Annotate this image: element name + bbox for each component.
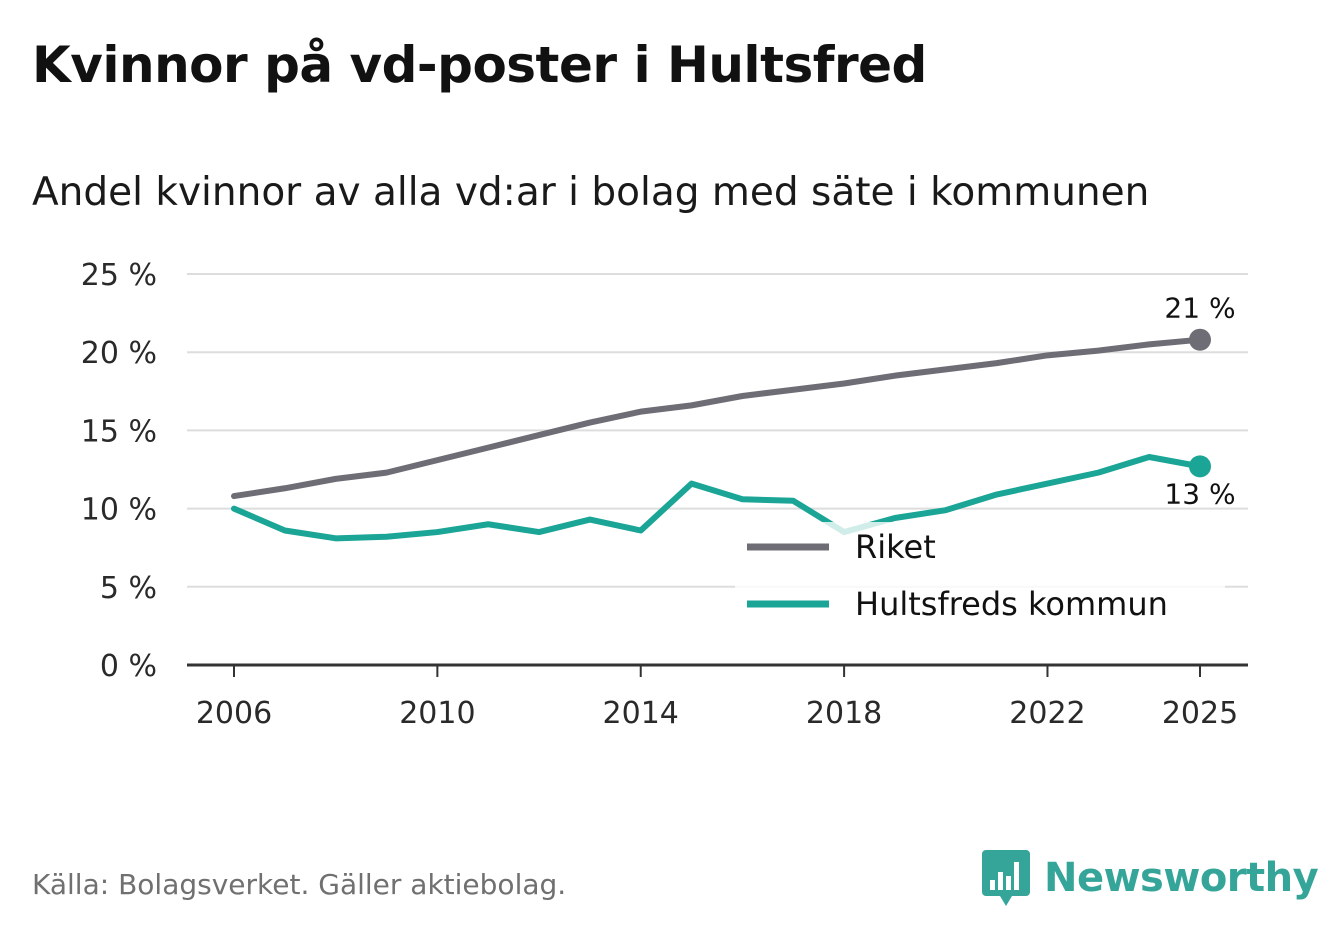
x-tick-label: 2025 [1162, 696, 1238, 731]
series-end-point [1189, 328, 1211, 351]
legend-label: Hultsfreds kommun [855, 585, 1168, 623]
bar-chart-badge-icon [982, 850, 1030, 906]
series-lines [231, 336, 1203, 542]
chart-title: Kvinnor på vd-poster i Hultsfred [32, 36, 927, 94]
x-tick-label: 2010 [399, 696, 475, 731]
legend-label: Riket [855, 528, 936, 566]
x-tick-label: 2018 [806, 696, 882, 731]
series-line-1 [231, 453, 1203, 542]
chart-subtitle: Andel kvinnor av alla vd:ar i bolag med … [32, 170, 1150, 215]
x-axis: 2006 2010 2014 2018 2022 2025 [187, 663, 1248, 731]
brand-name: Newsworthy [1044, 855, 1319, 901]
x-tick-label: 2022 [1009, 696, 1085, 731]
legend: Riket Hultsfreds kommun [735, 522, 1225, 632]
x-tick-label: 2014 [603, 696, 679, 731]
legend-background [735, 522, 1225, 632]
x-tick-label: 2006 [196, 696, 272, 731]
y-tick-label: 5 % [100, 571, 157, 606]
series-line-0 [231, 336, 1203, 500]
y-tick-label: 10 % [81, 493, 157, 528]
end-markers: 21 % 13 % [1161, 289, 1238, 514]
series-end-label: 21 % [1164, 292, 1235, 325]
y-tick-label: 15 % [81, 414, 157, 449]
y-axis-tick-labels: 0 % 5 % 10 % 15 % 20 % 25 % [81, 258, 157, 684]
series-end-point [1189, 455, 1211, 478]
series-end-label: 13 % [1164, 477, 1235, 510]
y-tick-label: 25 % [81, 258, 157, 293]
line-chart: 0 %5 %10 %15 %20 %25 % 2006 2010 2014 2018 2… [81, 258, 1248, 731]
y-tick-label: 0 % [100, 649, 157, 684]
brand-logo: Newsworthy [980, 848, 1319, 908]
y-tick-label: 20 % [81, 336, 157, 371]
source-note: Källa: Bolagsverket. Gäller aktiebolag. [32, 868, 567, 901]
